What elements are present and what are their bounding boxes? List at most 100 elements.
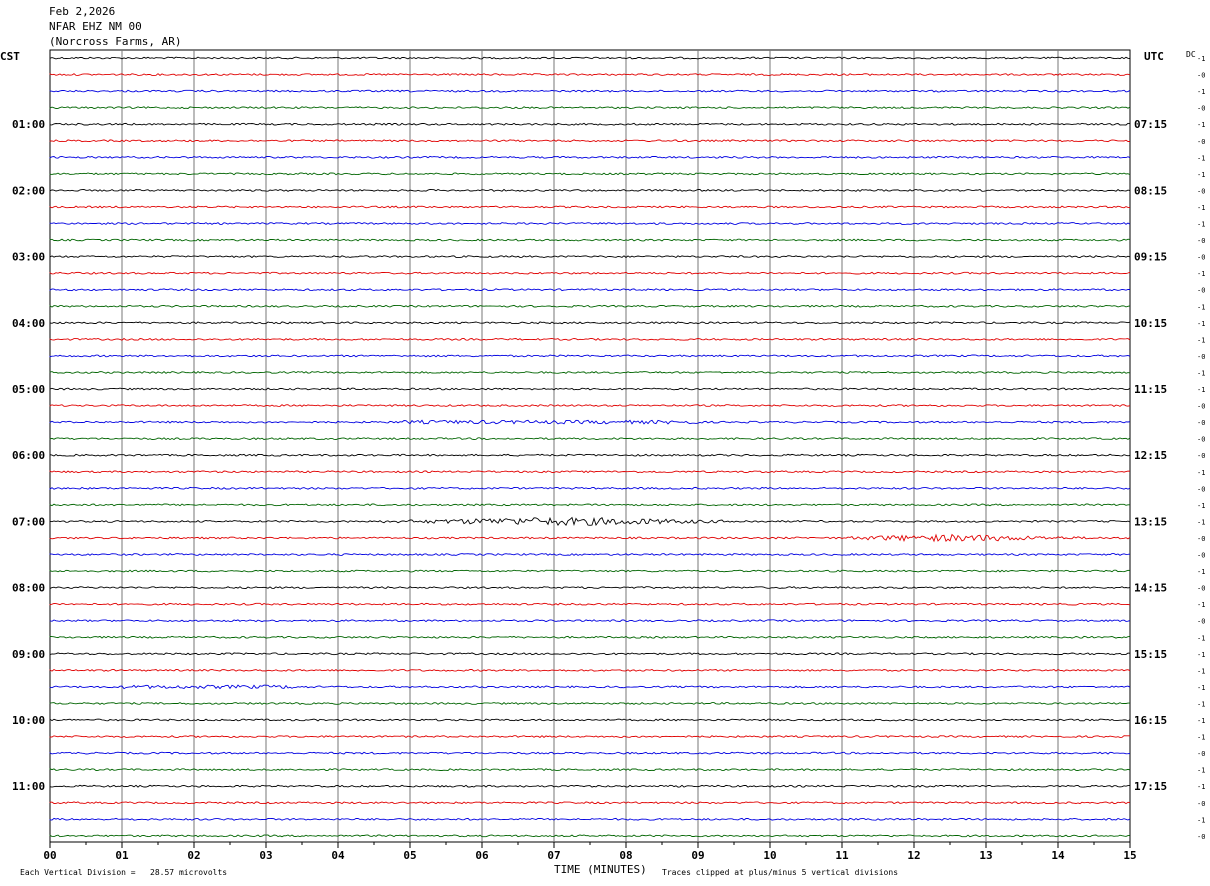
seismic-trace: [49, 801, 1131, 805]
seismic-trace: [49, 304, 1131, 308]
seismic-trace: [49, 238, 1131, 242]
seismic-trace: [49, 122, 1131, 126]
seismic-trace: [49, 205, 1130, 209]
seismic-trace: [49, 354, 1131, 358]
x-tick-label: 05: [403, 849, 416, 862]
x-tick-label: 01: [115, 849, 129, 862]
dc-label: DC: [1186, 50, 1196, 59]
seismic-trace: [49, 586, 1131, 590]
seismic-trace: [49, 188, 1131, 192]
x-tick-label: 14: [1051, 849, 1065, 862]
x-tick-label: 10: [763, 849, 776, 862]
scale-note: Each Vertical Division = 28.57 microvolt…: [20, 868, 228, 877]
left-hour-label: 06:00: [12, 449, 45, 462]
dc-offset-label: -0: [1197, 452, 1205, 460]
dc-offset-label: -1: [1197, 783, 1205, 791]
right-hour-label: 13:15: [1134, 515, 1167, 528]
seismic-trace: [49, 222, 1131, 225]
dc-offset-label: -1: [1197, 469, 1205, 477]
x-tick-label: 12: [907, 849, 920, 862]
seismic-trace: [49, 172, 1131, 176]
dc-offset-label: -1: [1197, 601, 1205, 609]
dc-offset-label: -1: [1197, 369, 1205, 377]
right-hour-label: 08:15: [1134, 184, 1167, 197]
right-hour-label: 10:15: [1134, 317, 1167, 330]
dc-offset-label: -0: [1197, 800, 1205, 808]
left-timezone-label: CST: [0, 50, 20, 63]
right-hour-label: 17:15: [1134, 780, 1167, 793]
seismic-trace: [49, 387, 1131, 391]
dc-offset-label: -1: [1197, 336, 1205, 344]
x-tick-label: 03: [259, 849, 272, 862]
dc-offset-label: -1: [1197, 320, 1205, 328]
right-hour-label: 12:15: [1134, 449, 1167, 462]
seismic-trace: [49, 419, 1131, 425]
seismic-trace: [49, 751, 1131, 755]
dc-offset-label: -1: [1197, 502, 1205, 510]
dc-offset-label: -0: [1197, 585, 1205, 593]
dc-offset-label: -0: [1197, 535, 1205, 543]
seismic-trace: [49, 516, 1131, 527]
dc-offset-label: -0: [1197, 750, 1205, 758]
dc-offset-label: -1: [1197, 568, 1205, 576]
x-tick-label: 11: [835, 849, 849, 862]
dc-offset-label: -1: [1197, 816, 1205, 824]
dc-offset-label: -1: [1197, 121, 1205, 129]
dc-offset-label: -1: [1197, 221, 1205, 229]
dc-offset-label: -0: [1197, 436, 1205, 444]
dc-offset-label: -0: [1197, 237, 1205, 245]
seismic-trace: [49, 784, 1130, 788]
left-hour-label: 02:00: [12, 184, 45, 197]
seismic-trace: [49, 404, 1131, 407]
right-hour-label: 15:15: [1134, 648, 1167, 661]
dc-offset-label: -1: [1197, 270, 1205, 278]
left-hour-label: 03:00: [12, 251, 45, 264]
seismic-trace: [49, 255, 1131, 259]
dc-offset-label: -1: [1197, 518, 1205, 526]
right-hour-label: 09:15: [1134, 251, 1167, 264]
dc-offset-label: -1: [1197, 634, 1205, 642]
dc-offset-label: -0: [1197, 419, 1205, 427]
dc-offset-label: -1: [1197, 88, 1205, 96]
left-hour-label: 01:00: [12, 118, 45, 131]
dc-offset-label: -0: [1197, 72, 1205, 80]
dc-offset-label: -1: [1197, 171, 1205, 179]
x-tick-label: 07: [547, 849, 560, 862]
dc-offset-label: -0: [1197, 552, 1205, 560]
seismic-trace: [49, 271, 1131, 275]
seismic-trace: [49, 635, 1131, 639]
seismic-trace: [49, 321, 1131, 325]
dc-offset-label: -0: [1197, 287, 1205, 295]
dc-offset-label: -0: [1197, 187, 1205, 195]
left-hour-label: 10:00: [12, 714, 45, 727]
dc-offset-label: -0: [1197, 353, 1205, 361]
seismic-trace: [49, 702, 1130, 705]
seismic-trace: [49, 155, 1131, 159]
dc-offset-label: -0: [1197, 254, 1205, 262]
right-hour-label: 07:15: [1134, 118, 1167, 131]
dc-offset-label: -1: [1197, 717, 1205, 725]
seismic-trace: [49, 486, 1131, 490]
seismic-trace: [49, 652, 1131, 656]
seismic-trace: [49, 834, 1131, 838]
dc-offset-label: -0: [1197, 403, 1205, 411]
left-hour-label: 07:00: [12, 515, 45, 528]
seismic-trace: [49, 735, 1130, 738]
dc-offset-label: -0: [1197, 105, 1205, 113]
seismic-trace: [49, 56, 1131, 60]
seismic-trace: [49, 684, 1131, 690]
seismic-trace: [49, 337, 1131, 341]
seismic-trace: [49, 371, 1131, 374]
seismic-trace: [49, 106, 1131, 110]
x-tick-label: 15: [1123, 849, 1136, 862]
seismic-trace: [49, 73, 1131, 76]
dc-offset-label: -1: [1197, 767, 1205, 775]
header-date: Feb 2,2026: [49, 5, 116, 18]
seismic-trace: [49, 533, 1131, 543]
seismic-trace: [49, 470, 1131, 474]
seismic-trace: [49, 437, 1131, 441]
dc-offset-label: -1: [1197, 55, 1205, 63]
header-location: (Norcross Farms, AR): [49, 35, 182, 48]
dc-offset-label: -1: [1197, 651, 1205, 659]
